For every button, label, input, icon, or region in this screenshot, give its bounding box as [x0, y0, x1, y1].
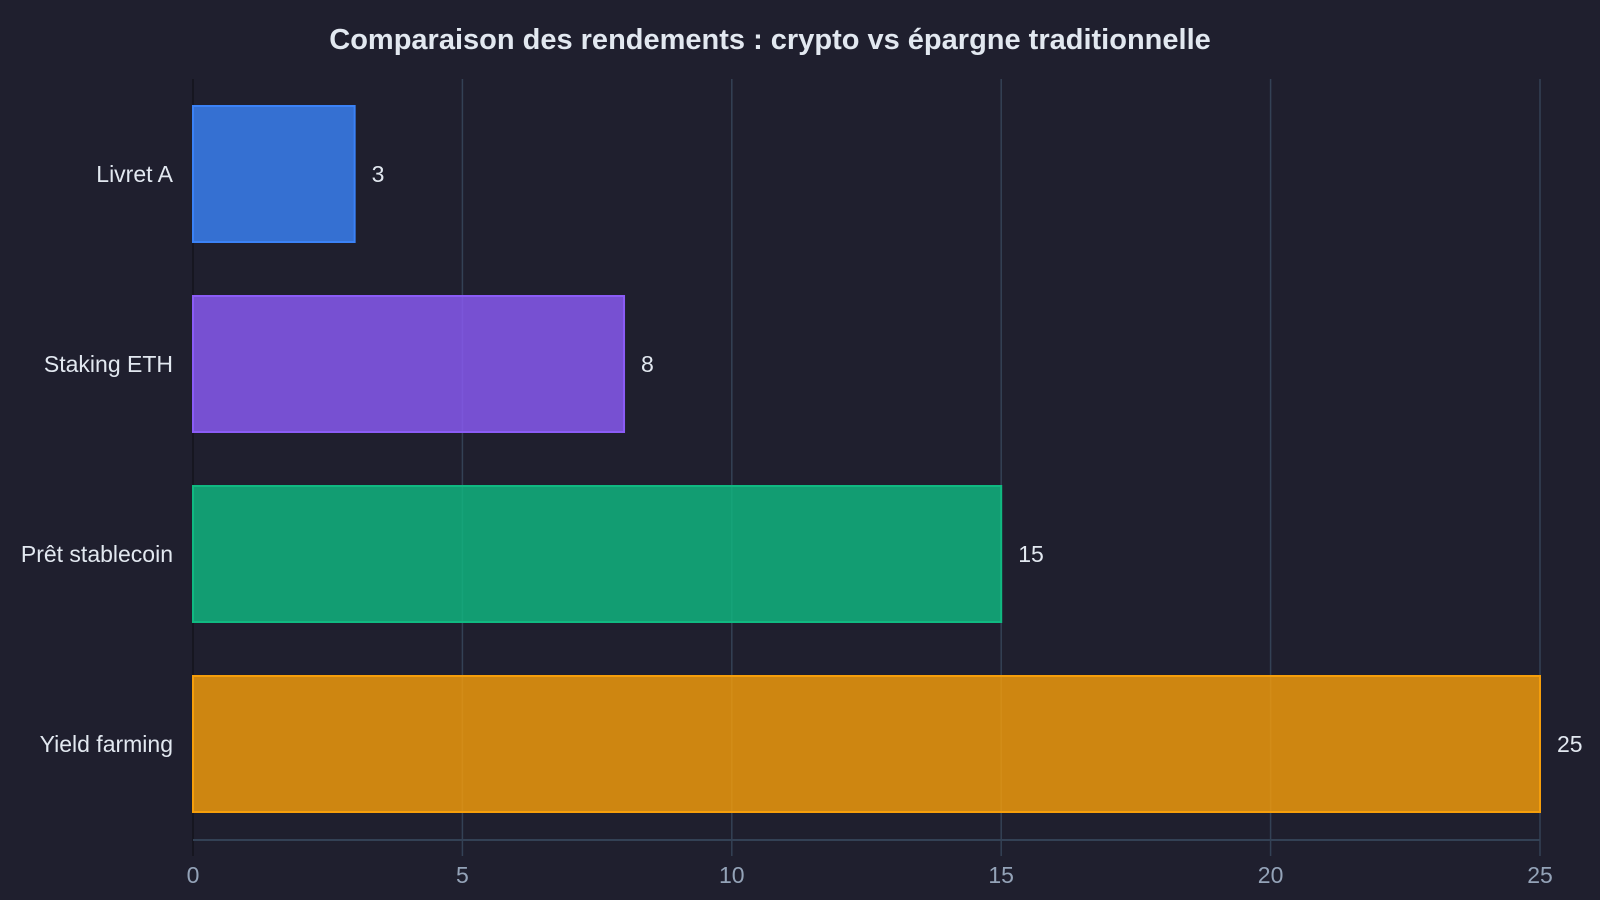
data-label: 3 — [372, 161, 385, 187]
data-label: 8 — [641, 351, 654, 377]
x-tick-label: 0 — [187, 862, 200, 888]
x-tick-label: 5 — [456, 862, 469, 888]
category-label: Yield farming — [40, 731, 173, 757]
bar-livret-a — [192, 105, 356, 243]
bar-yield-farming — [192, 675, 1541, 813]
category-label: Prêt stablecoin — [21, 541, 173, 567]
category-label: Livret A — [96, 161, 173, 187]
bar-staking-eth — [192, 295, 626, 433]
x-tick-label: 25 — [1527, 862, 1553, 888]
x-tick-label: 20 — [1258, 862, 1284, 888]
bar-pr-t-stablecoin — [192, 485, 1003, 623]
x-axis: 0 5 10 15 20 25 — [187, 839, 1553, 888]
data-label: 15 — [1018, 541, 1044, 567]
chart-title: Comparaison des rendements : crypto vs é… — [329, 24, 1211, 56]
x-tick-label: 10 — [719, 862, 745, 888]
x-tick-label: 15 — [988, 862, 1014, 888]
category-label: Staking ETH — [44, 351, 173, 377]
data-label: 25 — [1557, 731, 1583, 757]
bars: Livret A 3 Staking ETH 8 Prêt stablecoin 15 Yi… — [21, 105, 1583, 813]
